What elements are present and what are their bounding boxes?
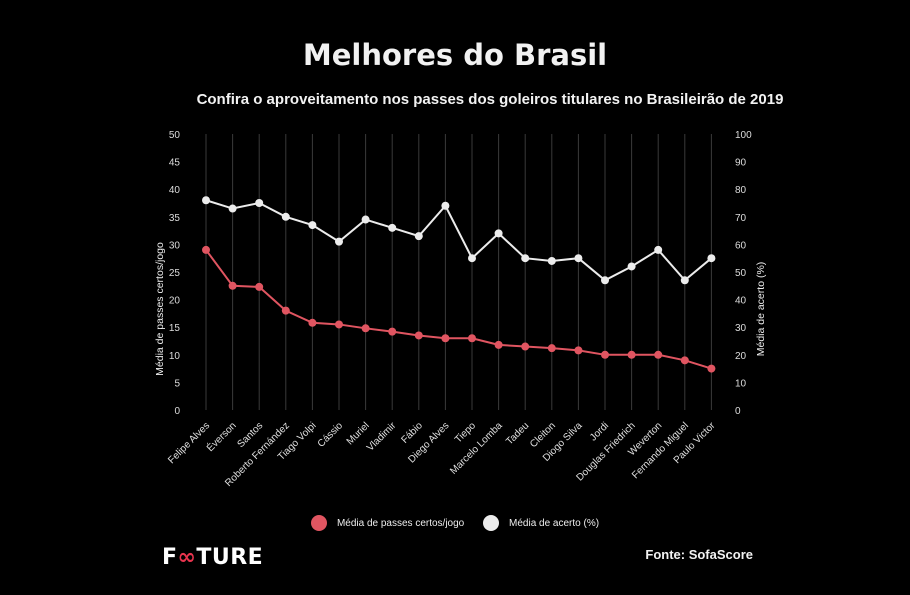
data-point-passes[interactable] — [627, 350, 636, 359]
data-point-passes[interactable] — [388, 327, 397, 336]
data-point-passes[interactable] — [255, 282, 264, 291]
right-tick-label: 20 — [735, 351, 747, 362]
right-tick-label: 60 — [735, 240, 747, 251]
left-tick-label: 10 — [169, 351, 181, 362]
data-point-acerto[interactable] — [388, 223, 397, 232]
left-tick-label: 15 — [169, 323, 181, 334]
series-line-passes — [205, 249, 712, 370]
right-tick-label: 80 — [735, 185, 747, 196]
right-axis-label: Média de acerto (%) — [755, 262, 767, 357]
data-point-passes[interactable] — [680, 356, 689, 365]
left-tick-label: 30 — [169, 240, 181, 251]
data-point-acerto[interactable] — [228, 204, 237, 213]
data-point-acerto[interactable] — [680, 276, 689, 285]
data-point-acerto[interactable] — [601, 276, 609, 285]
left-axis-ticks: 0 5 10 15 20 25 30 35 40 45 50 — [169, 130, 181, 417]
data-point-passes[interactable] — [574, 346, 583, 355]
x-tick-label: Éverson — [204, 419, 239, 454]
legend: Média de passes certos/jogo Média de ace… — [0, 515, 910, 534]
right-tick-label: 90 — [735, 158, 747, 169]
right-tick-label: 50 — [735, 268, 747, 279]
data-point-passes[interactable] — [361, 324, 370, 333]
source-note: Fonte: SofaScore — [645, 547, 753, 562]
data-point-passes[interactable] — [521, 342, 530, 351]
data-point-passes[interactable] — [228, 281, 237, 290]
data-point-passes[interactable] — [335, 320, 343, 329]
data-point-passes[interactable] — [494, 340, 503, 349]
left-tick-label: 40 — [169, 185, 181, 196]
data-point-acerto[interactable] — [335, 237, 343, 246]
left-tick-label: 45 — [169, 158, 181, 169]
right-tick-label: 30 — [735, 323, 747, 334]
legend-item-passes[interactable]: Média de passes certos/jogo — [310, 515, 465, 531]
data-point-acerto[interactable] — [627, 262, 636, 271]
x-tick-label: Tadeu — [504, 420, 531, 447]
legend-label-acerto: Média de acerto (%) — [509, 517, 600, 529]
right-tick-label: 70 — [735, 213, 747, 224]
x-tick-label: Jordi — [588, 420, 611, 443]
data-point-passes[interactable] — [601, 350, 609, 359]
left-tick-label: 20 — [169, 296, 181, 307]
legend-marker-acerto — [483, 515, 500, 531]
data-point-acerto[interactable] — [494, 229, 503, 238]
data-point-passes[interactable] — [414, 331, 423, 340]
legend-marker-passes — [310, 515, 327, 531]
data-point-passes[interactable] — [654, 350, 663, 359]
x-tick-label: Cássio — [316, 420, 346, 450]
data-point-acerto[interactable] — [441, 201, 450, 210]
chart-title: Melhores do Brasil — [302, 38, 608, 72]
left-tick-label: 0 — [174, 406, 180, 417]
data-point-acerto[interactable] — [574, 254, 583, 263]
data-point-acerto[interactable] — [654, 245, 663, 254]
data-point-acerto[interactable] — [308, 221, 317, 230]
data-point-passes[interactable] — [281, 306, 290, 315]
x-tick-label: Vladimir — [365, 420, 399, 454]
legend-label-passes: Média de passes certos/jogo — [336, 517, 465, 529]
data-point-passes[interactable] — [308, 318, 317, 327]
left-tick-label: 35 — [169, 213, 181, 224]
data-point-passes[interactable] — [441, 334, 450, 343]
right-tick-label: 0 — [735, 406, 741, 417]
right-axis-ticks: 0 10 20 30 40 50 60 70 80 90 100 — [735, 130, 752, 417]
legend-item-acerto[interactable]: Média de acerto (%) — [483, 515, 599, 531]
left-axis-label: Média de passes certos/jogo — [154, 242, 166, 376]
data-point-passes[interactable] — [547, 344, 556, 353]
left-tick-label: 5 — [174, 378, 180, 389]
data-point-acerto[interactable] — [521, 254, 530, 263]
data-point-acerto[interactable] — [547, 256, 556, 265]
footure-logo: F∞TURE — [162, 545, 264, 570]
x-tick-label: Felipe Alves — [166, 420, 212, 466]
series-line-acerto — [205, 199, 713, 282]
data-point-passes[interactable] — [468, 334, 476, 343]
right-tick-label: 100 — [735, 130, 752, 141]
right-tick-label: 40 — [735, 296, 747, 307]
data-point-passes[interactable] — [202, 245, 210, 254]
data-point-passes[interactable] — [707, 364, 716, 373]
data-point-acerto[interactable] — [202, 196, 210, 205]
data-point-acerto[interactable] — [707, 254, 716, 263]
left-tick-label: 50 — [169, 130, 181, 141]
data-point-acerto[interactable] — [361, 215, 370, 224]
data-point-acerto[interactable] — [414, 232, 423, 241]
chart-subtitle: Confira o aproveitamento nos passes dos … — [196, 91, 784, 108]
data-point-acerto[interactable] — [255, 199, 264, 207]
data-point-acerto[interactable] — [281, 212, 290, 221]
right-tick-label: 10 — [735, 378, 747, 389]
grid-lines — [205, 134, 712, 410]
data-point-acerto[interactable] — [468, 254, 476, 263]
left-tick-label: 25 — [169, 268, 181, 279]
